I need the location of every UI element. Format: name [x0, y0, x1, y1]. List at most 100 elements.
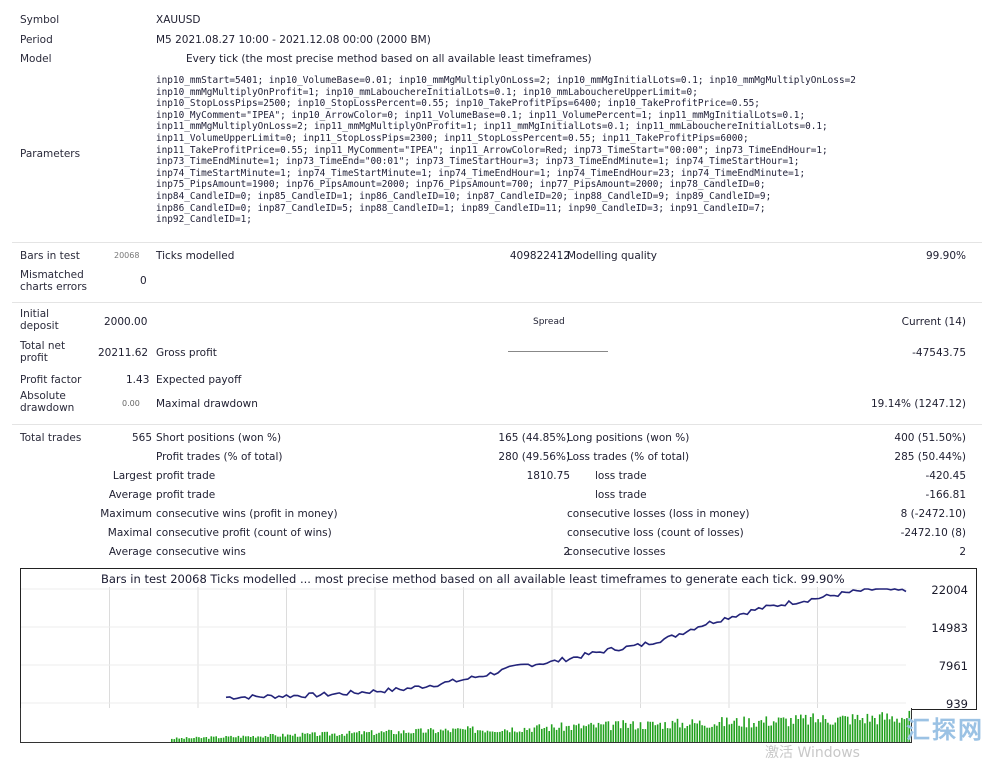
volume-bar	[622, 720, 624, 742]
volume-bar	[839, 716, 842, 742]
profit-factor-label: Profit factor	[20, 374, 82, 386]
volume-bar	[225, 736, 227, 742]
strategy-tester-report: Symbol XAUUSD Period M5 2021.08.27 10:00…	[12, 8, 982, 568]
volume-bar	[716, 725, 718, 742]
symbol-value: XAUUSD	[156, 14, 201, 26]
volume-bar	[442, 730, 444, 742]
parameter-line: inp73_TimeEndMinute=1; inp73_TimeEnd="00…	[156, 156, 800, 168]
parameter-line: inp11_mmMgMultiplyOnLoss=2; inp11_mmMgMu…	[156, 121, 828, 133]
volume-bar	[869, 721, 871, 742]
volume-bar	[459, 728, 462, 742]
volume-bar	[661, 728, 664, 742]
volume-bar	[417, 728, 420, 742]
volume-bar	[545, 726, 548, 742]
volume-bar	[901, 717, 903, 742]
volume-bar	[760, 720, 763, 742]
volume-bar	[543, 728, 546, 742]
volume-bar	[383, 732, 385, 742]
volume-bar	[743, 716, 745, 742]
gross-profit-value	[508, 351, 608, 352]
volume-bar	[193, 738, 195, 742]
volume-bar	[859, 720, 861, 742]
volume-bar	[267, 736, 269, 742]
volume-bar	[175, 737, 178, 742]
volume-bar	[242, 735, 245, 742]
average-loss-value: -166.81	[925, 489, 966, 501]
y-axis-label: 22004	[931, 583, 968, 597]
volume-bar	[649, 721, 652, 742]
volume-bar	[713, 724, 716, 742]
volume-bar	[210, 736, 213, 742]
volume-bar	[222, 737, 225, 742]
volume-bar	[686, 726, 689, 742]
volume-bar	[299, 736, 301, 742]
volume-bar	[380, 731, 383, 742]
total-net-profit-label: Total net profit	[20, 340, 66, 364]
period-value: M5 2021.08.27 10:00 - 2021.12.08 00:00 (…	[156, 34, 431, 46]
volume-bar	[770, 725, 772, 742]
volume-bar	[819, 722, 822, 742]
volume-bar	[447, 730, 449, 742]
volume-bar	[582, 725, 585, 742]
volume-bar	[506, 730, 509, 742]
volume-bar	[619, 728, 622, 742]
volume-bar	[353, 732, 356, 742]
volume-bar	[536, 725, 538, 742]
volume-bar	[439, 729, 442, 742]
volume-bar	[669, 728, 671, 742]
volume-bar	[871, 715, 874, 742]
volume-bar	[528, 728, 531, 742]
volume-bar	[795, 715, 797, 742]
volume-bar	[533, 727, 536, 742]
volume-bar	[832, 724, 834, 742]
volume-bar	[659, 722, 661, 742]
volume-bar	[272, 734, 274, 742]
volume-bar	[452, 728, 454, 742]
volume-bar	[262, 737, 264, 742]
volume-bar	[378, 732, 380, 742]
volume-bar	[735, 718, 738, 742]
volume-bar	[521, 732, 523, 742]
volume-bar	[180, 738, 183, 742]
volume-bar	[462, 729, 464, 742]
volume-bar	[343, 735, 346, 742]
volume-bar	[249, 737, 252, 742]
volume-bar	[274, 735, 277, 742]
volume-bar	[634, 729, 637, 742]
volume-bar	[560, 722, 563, 742]
volume-bar	[390, 730, 393, 742]
maximal-label: Maximal	[107, 527, 152, 539]
volume-bar	[896, 718, 898, 742]
volume-bar	[513, 731, 516, 742]
total-net-profit-value: 20211.62	[98, 347, 149, 359]
volume-bar	[652, 721, 654, 742]
volume-bar	[578, 723, 580, 742]
volume-bar	[203, 737, 205, 742]
volume-bar	[469, 728, 472, 742]
volume-bar	[351, 733, 353, 742]
volume-bar	[632, 721, 634, 742]
parameter-line: inp92_CandleID=1;	[156, 214, 252, 226]
volume-bar	[827, 722, 829, 742]
volume-bar	[750, 727, 753, 742]
volume-bar	[415, 729, 417, 742]
volume-bar	[708, 727, 711, 742]
max-consecutive-losses-value: 8 (-2472.10)	[900, 508, 966, 520]
volume-bar	[792, 723, 795, 742]
volume-bar	[306, 733, 309, 742]
gross-profit-label: Gross profit	[156, 347, 217, 359]
volume-bar	[395, 734, 398, 742]
volume-bar	[296, 736, 299, 742]
volume-bar	[365, 732, 368, 742]
volume-bar	[767, 725, 770, 742]
volume-bar	[319, 735, 321, 742]
volume-bar	[782, 717, 785, 742]
volume-bar	[237, 735, 240, 742]
volume-strip	[20, 708, 912, 743]
volume-bar	[538, 724, 541, 742]
max-consecutive-losses-label: consecutive losses (loss in money)	[567, 508, 750, 520]
volume-bar	[356, 732, 358, 742]
parameters-list: inp10_mmStart=5401; inp10_VolumeBase=0.0…	[156, 75, 972, 226]
volume-bar	[804, 714, 807, 742]
volume-bar	[765, 716, 768, 742]
